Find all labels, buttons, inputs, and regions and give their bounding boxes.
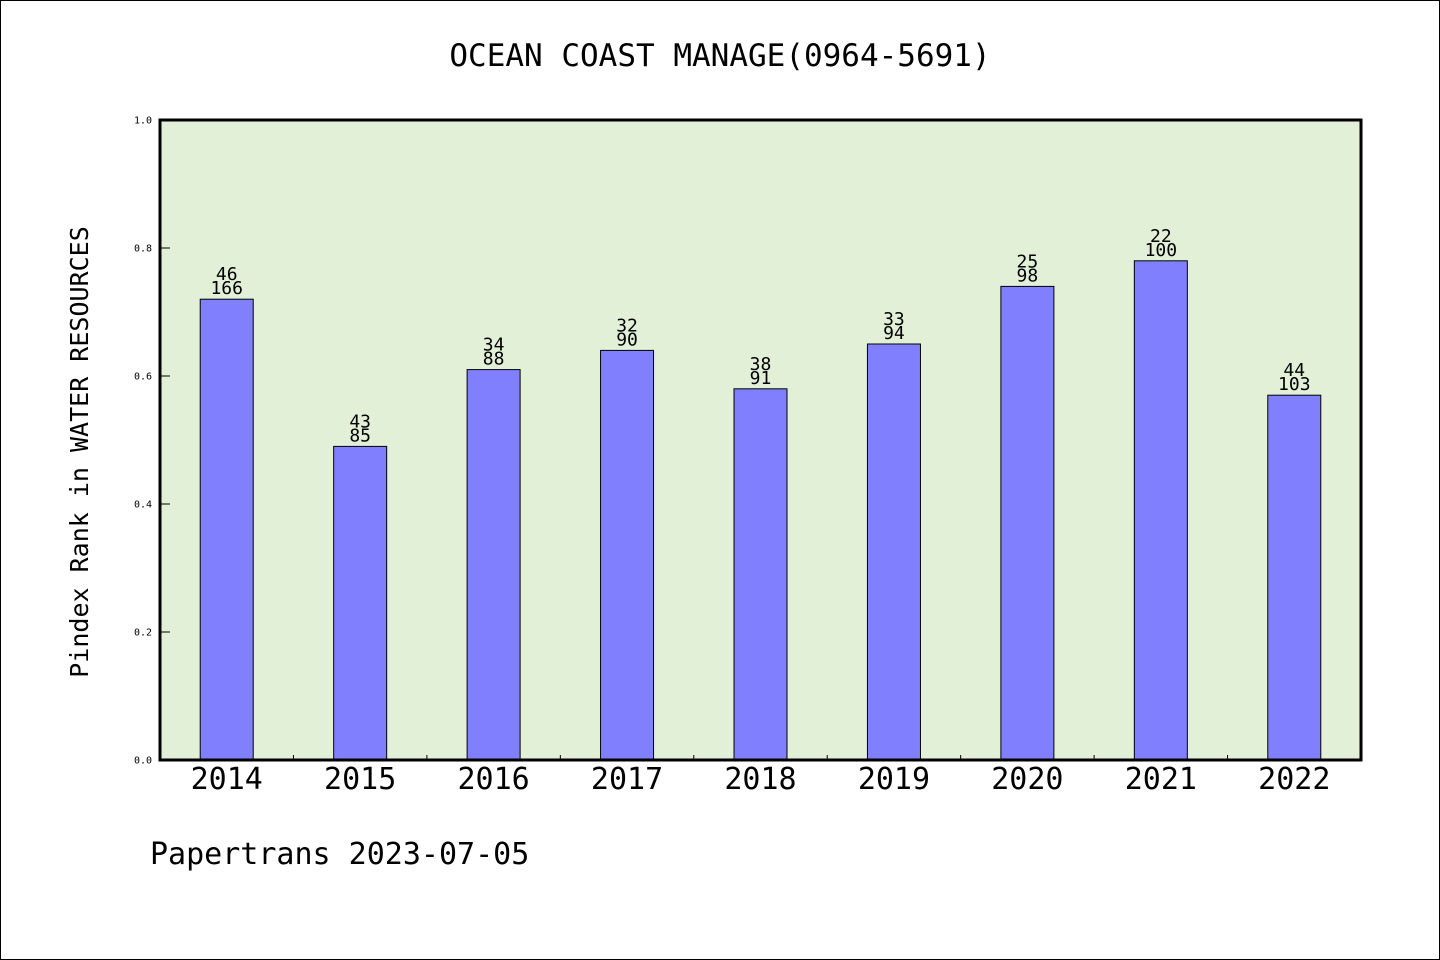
x-tick-label: 2016 — [457, 762, 529, 797]
x-tick-label: 2019 — [858, 762, 930, 797]
bar-2014 — [199, 298, 254, 761]
x-tick-label: 2021 — [1125, 762, 1197, 797]
data-label-bottom: 103 — [1278, 374, 1311, 395]
x-tick-label: 2018 — [724, 762, 796, 797]
bar-2015 — [333, 445, 388, 761]
bar-2020 — [1000, 285, 1055, 761]
data-label-bottom: 88 — [483, 349, 505, 370]
data-label-top: 34 — [483, 335, 505, 356]
y-tick-label: 0.0 — [134, 756, 152, 767]
x-tick-label: 2014 — [191, 762, 263, 797]
bar-2019 — [866, 343, 921, 761]
data-label-bottom: 100 — [1145, 240, 1178, 261]
bar-2016 — [466, 369, 521, 761]
data-label-top: 43 — [349, 411, 371, 432]
data-label-bottom: 98 — [1017, 265, 1039, 286]
data-label-top: 22 — [1150, 226, 1172, 247]
chart-title: OCEAN COAST MANAGE(0964-5691) — [449, 38, 990, 74]
y-tick-label: 1.0 — [134, 116, 152, 127]
y-tick-label: 0.2 — [134, 628, 152, 639]
y-tick-label: 0.6 — [134, 372, 152, 383]
data-label-top: 33 — [883, 309, 905, 330]
y-axis-label: Pindex Rank in WATER RESOURCES — [65, 226, 94, 678]
data-label-top: 38 — [750, 354, 772, 375]
data-label-bottom: 85 — [349, 425, 371, 446]
y-tick-label: 0.8 — [134, 244, 152, 255]
y-axis: 0.0 0.2 0.4 0.6 0.8 1.0 — [134, 116, 170, 767]
x-tick-label: 2015 — [324, 762, 396, 797]
bar-2017 — [600, 349, 655, 761]
data-label-top: 46 — [216, 264, 238, 285]
data-label-top: 44 — [1283, 360, 1305, 381]
x-tick-label: 2020 — [991, 762, 1063, 797]
data-label-top: 32 — [616, 315, 638, 336]
data-label-top: 25 — [1017, 251, 1039, 272]
footer-text: Papertrans 2023-07-05 — [150, 837, 529, 872]
y-tick-label: 0.4 — [134, 500, 152, 511]
x-tick-label: 2017 — [591, 762, 663, 797]
data-label-bottom: 90 — [616, 329, 638, 350]
x-tick-label: 2022 — [1258, 762, 1330, 797]
plot-frame — [158, 118, 1363, 762]
bar-2021 — [1133, 260, 1188, 761]
x-axis: 2014 2015 2016 2017 2018 2019 2020 2021 2022 — [191, 755, 1330, 797]
bar-2018 — [733, 388, 788, 761]
bar-2022 — [1267, 394, 1322, 761]
data-label-bottom: 94 — [883, 323, 905, 344]
data-label-bottom: 91 — [750, 368, 772, 389]
data-label-bottom: 166 — [210, 278, 243, 299]
